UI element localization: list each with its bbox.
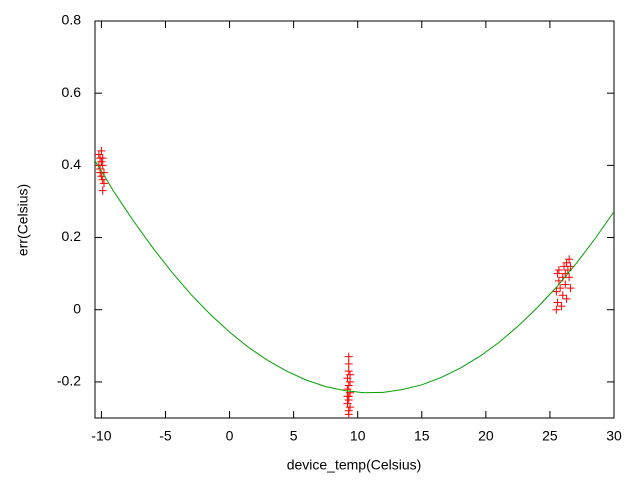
y-tick-label: 0.8 <box>62 12 82 28</box>
y-tick-label: -0.2 <box>57 373 81 389</box>
point <box>566 284 575 293</box>
point <box>556 284 565 293</box>
plot-frame <box>94 20 615 419</box>
x-tick-label: 20 <box>478 428 494 444</box>
x-tick-label: 0 <box>226 428 234 444</box>
point <box>98 186 107 195</box>
point <box>346 403 355 412</box>
point <box>343 392 352 401</box>
x-tick-label: 25 <box>542 428 558 444</box>
point <box>344 359 353 368</box>
point <box>566 262 575 271</box>
point <box>344 367 353 376</box>
point <box>98 154 107 163</box>
point <box>558 291 567 300</box>
point <box>553 269 562 278</box>
point <box>562 258 571 267</box>
point <box>344 381 353 390</box>
y-tick-label: 0.4 <box>62 156 82 172</box>
point <box>562 294 571 303</box>
point <box>344 410 353 419</box>
point <box>561 280 570 289</box>
x-axis-label: device_temp(Celsius) <box>287 457 422 473</box>
point <box>97 146 106 155</box>
x-tick-label: -5 <box>159 428 172 444</box>
x-tick-label: 5 <box>290 428 298 444</box>
point <box>554 266 563 275</box>
point <box>346 370 355 379</box>
point <box>344 352 353 361</box>
x-tick-label: -10 <box>91 428 111 444</box>
y-tick-label: 0.2 <box>62 228 82 244</box>
y-tick-label: 0.6 <box>62 84 82 100</box>
x-tick-label: 30 <box>606 428 622 444</box>
point <box>552 305 561 314</box>
point <box>98 175 107 184</box>
y-axis-label: err(Celsius) <box>15 184 31 256</box>
fit-line <box>94 160 615 394</box>
point <box>553 298 562 307</box>
y-tick-label: 0 <box>73 300 81 316</box>
point <box>565 273 574 282</box>
point <box>552 287 561 296</box>
point <box>344 395 353 404</box>
x-tick-label: 10 <box>350 428 366 444</box>
point <box>346 377 355 386</box>
x-tick-label: 15 <box>414 428 430 444</box>
point <box>94 161 103 170</box>
point <box>557 302 566 311</box>
point <box>99 179 108 188</box>
